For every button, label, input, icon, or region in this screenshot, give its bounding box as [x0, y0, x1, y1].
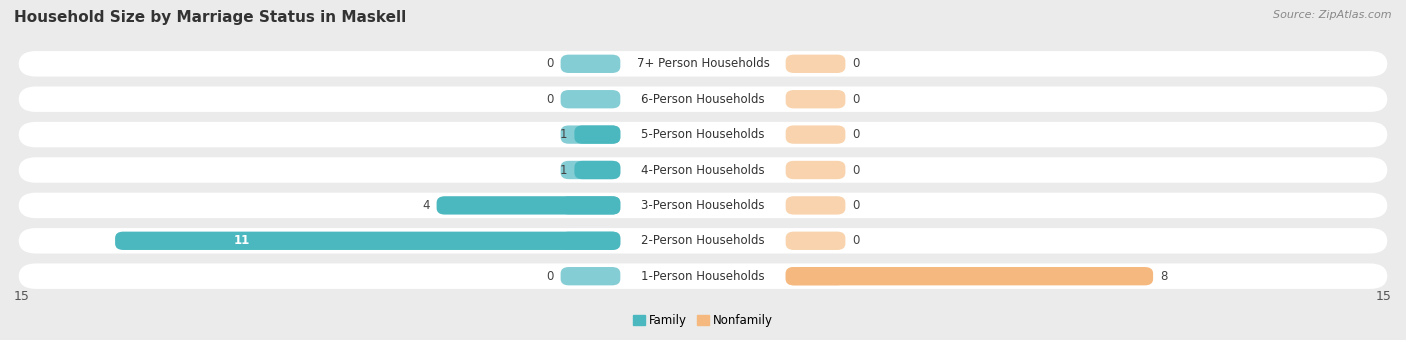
FancyBboxPatch shape: [18, 122, 1388, 147]
Text: 0: 0: [852, 57, 859, 70]
FancyBboxPatch shape: [786, 90, 845, 108]
FancyBboxPatch shape: [18, 193, 1388, 218]
FancyBboxPatch shape: [18, 86, 1388, 112]
Text: 0: 0: [852, 128, 859, 141]
FancyBboxPatch shape: [575, 161, 620, 179]
FancyBboxPatch shape: [18, 157, 1388, 183]
FancyBboxPatch shape: [18, 228, 1388, 254]
FancyBboxPatch shape: [561, 90, 620, 108]
Text: 3-Person Households: 3-Person Households: [641, 199, 765, 212]
Text: 0: 0: [852, 93, 859, 106]
Text: Source: ZipAtlas.com: Source: ZipAtlas.com: [1274, 10, 1392, 20]
Text: 0: 0: [852, 234, 859, 247]
Text: 2-Person Households: 2-Person Households: [641, 234, 765, 247]
Text: 0: 0: [547, 270, 554, 283]
Text: 4: 4: [422, 199, 430, 212]
FancyBboxPatch shape: [786, 196, 845, 215]
FancyBboxPatch shape: [561, 55, 620, 73]
Text: 7+ Person Households: 7+ Person Households: [637, 57, 769, 70]
Text: 0: 0: [547, 93, 554, 106]
FancyBboxPatch shape: [561, 232, 620, 250]
FancyBboxPatch shape: [786, 161, 845, 179]
Text: 8: 8: [1160, 270, 1167, 283]
FancyBboxPatch shape: [786, 55, 845, 73]
FancyBboxPatch shape: [18, 51, 1388, 76]
FancyBboxPatch shape: [18, 264, 1388, 289]
Text: 1-Person Households: 1-Person Households: [641, 270, 765, 283]
FancyBboxPatch shape: [575, 125, 620, 144]
Text: 15: 15: [14, 290, 30, 303]
Text: 4-Person Households: 4-Person Households: [641, 164, 765, 176]
Text: 11: 11: [233, 234, 249, 247]
Text: 5-Person Households: 5-Person Households: [641, 128, 765, 141]
Text: 6-Person Households: 6-Person Households: [641, 93, 765, 106]
Text: 15: 15: [1376, 290, 1392, 303]
FancyBboxPatch shape: [786, 125, 845, 144]
FancyBboxPatch shape: [786, 232, 845, 250]
Text: Household Size by Marriage Status in Maskell: Household Size by Marriage Status in Mas…: [14, 10, 406, 25]
FancyBboxPatch shape: [115, 232, 620, 250]
FancyBboxPatch shape: [561, 267, 620, 285]
Text: 1: 1: [560, 128, 568, 141]
Legend: Family, Nonfamily: Family, Nonfamily: [633, 314, 773, 327]
Text: 0: 0: [852, 164, 859, 176]
FancyBboxPatch shape: [561, 196, 620, 215]
FancyBboxPatch shape: [786, 267, 845, 285]
FancyBboxPatch shape: [437, 196, 620, 215]
FancyBboxPatch shape: [561, 161, 620, 179]
Text: 0: 0: [547, 57, 554, 70]
FancyBboxPatch shape: [561, 125, 620, 144]
Text: 1: 1: [560, 164, 568, 176]
FancyBboxPatch shape: [786, 267, 1153, 285]
Text: 0: 0: [852, 199, 859, 212]
